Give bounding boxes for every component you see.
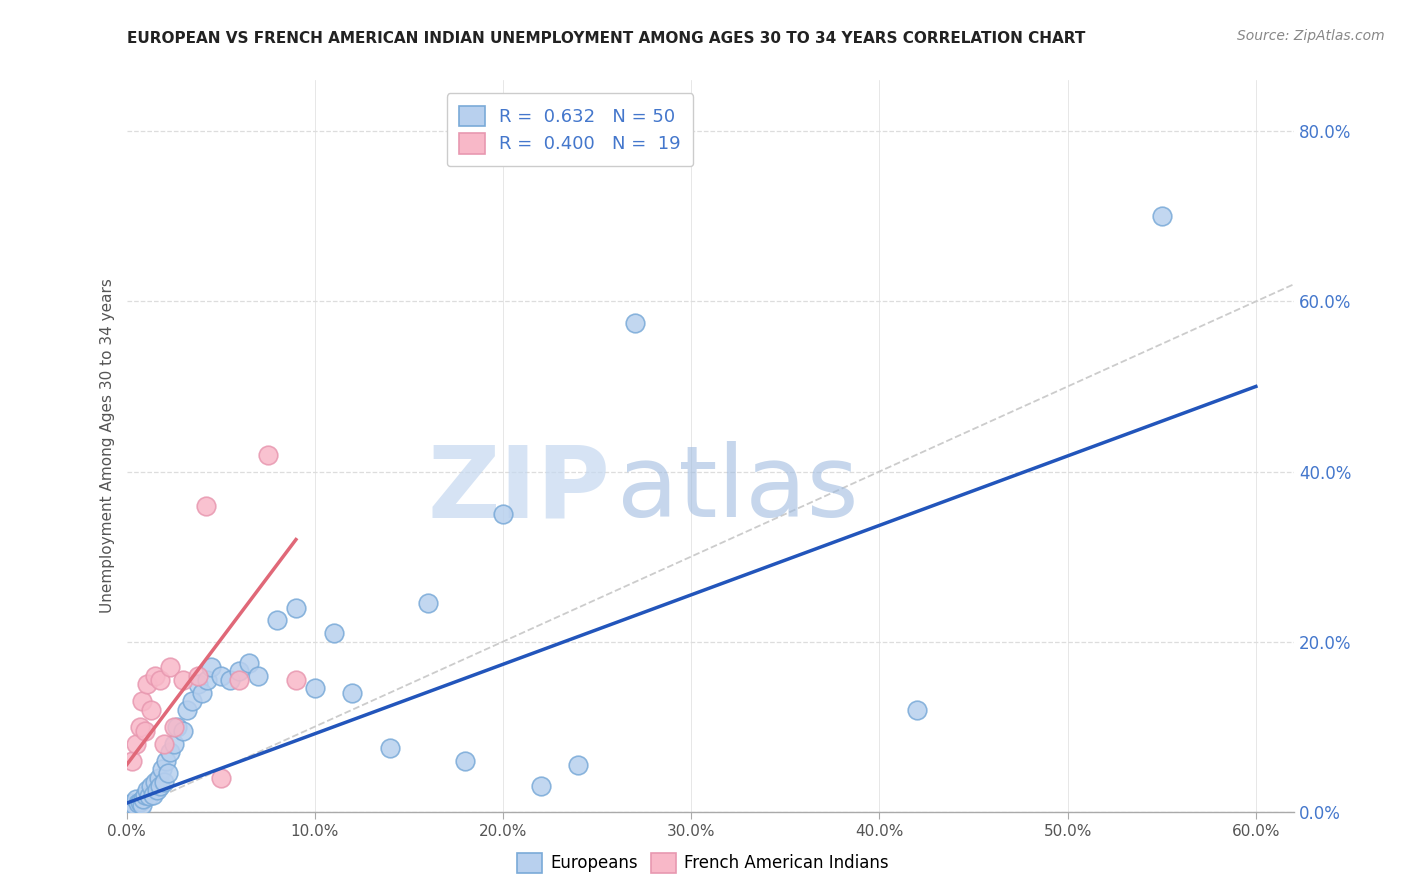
Point (1150, 210, 1173, 224)
Point (120, 800, 142, 814)
Point (139, 779, 162, 793)
Point (172, 673, 194, 687)
Point (125, 792, 148, 806)
Point (304, 681, 326, 696)
Point (191, 686, 214, 700)
Point (159, 745, 181, 759)
Point (153, 775, 176, 789)
Point (139, 703, 162, 717)
Point (266, 613, 288, 627)
Point (209, 668, 232, 682)
Legend: R =  0.632   N = 50, R =  0.400   N =  19: R = 0.632 N = 50, R = 0.400 N = 19 (447, 93, 693, 166)
Point (132, 792, 155, 806)
Point (143, 668, 166, 682)
Point (322, 626, 344, 640)
Point (121, 754, 143, 768)
Point (138, 789, 160, 804)
Point (197, 673, 219, 687)
Point (134, 723, 156, 738)
Text: atlas: atlas (617, 442, 858, 539)
Point (143, 775, 166, 789)
Point (156, 766, 179, 780)
Point (187, 668, 209, 682)
Point (247, 668, 270, 682)
Point (228, 673, 250, 687)
Point (134, 788, 156, 802)
Point (142, 788, 165, 802)
Point (187, 677, 209, 691)
Point (131, 694, 153, 708)
Point (492, 507, 515, 521)
Point (238, 656, 260, 670)
Point (125, 737, 148, 751)
Point (172, 723, 194, 738)
Point (122, 797, 145, 812)
Point (150, 762, 173, 776)
Point (284, 600, 307, 615)
Point (159, 660, 181, 674)
Point (378, 740, 401, 755)
Point (342, 686, 364, 700)
Point (148, 771, 170, 785)
Point (155, 754, 177, 768)
Text: EUROPEAN VS FRENCH AMERICAN INDIAN UNEMPLOYMENT AMONG AGES 30 TO 34 YEARS CORREL: EUROPEAN VS FRENCH AMERICAN INDIAN UNEMP… (127, 31, 1085, 46)
Point (416, 596, 439, 610)
Point (128, 720, 150, 734)
Point (149, 673, 172, 687)
Point (454, 754, 477, 768)
Point (121, 796, 143, 810)
Point (127, 796, 149, 810)
Point (153, 737, 176, 751)
Point (623, 316, 645, 330)
Point (145, 783, 167, 797)
Point (181, 694, 204, 708)
Text: Source: ZipAtlas.com: Source: ZipAtlas.com (1237, 29, 1385, 43)
Point (530, 779, 553, 793)
Point (219, 673, 242, 687)
Point (166, 720, 188, 734)
Point (162, 720, 184, 734)
Point (567, 758, 589, 772)
Point (149, 779, 172, 793)
Point (284, 673, 307, 687)
Point (176, 703, 198, 717)
Point (905, 703, 928, 717)
Point (194, 499, 217, 513)
Legend: Europeans, French American Indians: Europeans, French American Indians (510, 847, 896, 880)
Point (131, 797, 153, 812)
Point (136, 677, 159, 691)
Point (228, 665, 250, 679)
Point (128, 795, 150, 809)
Point (200, 660, 222, 674)
Point (256, 448, 278, 462)
Point (136, 783, 159, 797)
Y-axis label: Unemployment Among Ages 30 to 34 years: Unemployment Among Ages 30 to 34 years (100, 278, 115, 614)
Text: ZIP: ZIP (427, 442, 610, 539)
Point (162, 737, 184, 751)
Point (209, 771, 232, 785)
